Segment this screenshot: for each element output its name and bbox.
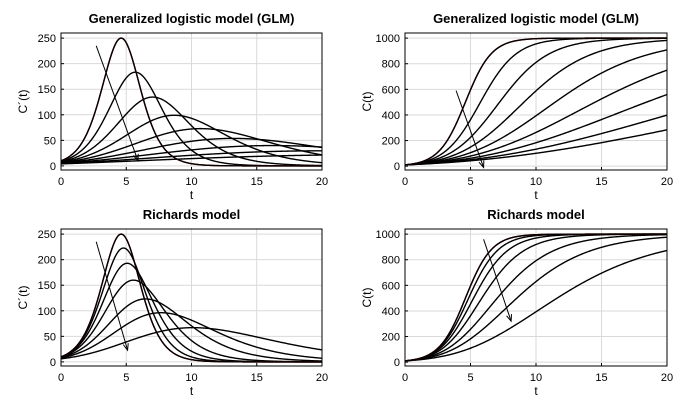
y-tick-label: 1000 [376, 229, 400, 241]
y-tick-label: 0 [394, 161, 400, 173]
trend-arrow-head [478, 160, 485, 169]
x-axis-label: t [190, 188, 194, 202]
y-axis-label: C(t) [360, 92, 374, 112]
y-tick-label: 800 [382, 59, 400, 71]
x-tick-label: 20 [316, 372, 328, 384]
y-tick-label: 200 [382, 136, 400, 148]
series-line [405, 129, 667, 166]
y-tick-label: 100 [38, 306, 56, 318]
x-tick-label: 10 [185, 372, 197, 384]
chart-title: Generalized logistic model (GLM) [433, 11, 639, 26]
y-tick-label: 50 [44, 331, 56, 343]
y-tick-label: 0 [50, 357, 56, 369]
series-line [405, 37, 667, 166]
series-line [61, 298, 322, 362]
y-axis-label: C´(t) [16, 90, 30, 114]
y-axis-label: C´(t) [16, 286, 30, 310]
series-line [405, 233, 667, 362]
series-line [405, 39, 667, 166]
y-tick-label: 400 [382, 110, 400, 122]
series-line [405, 69, 667, 166]
series-line [61, 37, 322, 167]
trend-arrow [95, 45, 139, 161]
x-tick-label: 15 [251, 372, 263, 384]
trend-arrow-head [122, 343, 129, 352]
y-tick-label: 1000 [376, 33, 400, 45]
series-line [405, 236, 667, 362]
x-tick-label: 5 [467, 372, 473, 384]
chart-title: Generalized logistic model (GLM) [89, 11, 295, 26]
series-group [61, 233, 322, 363]
y-tick-label: 250 [38, 229, 56, 241]
series-line [61, 96, 322, 167]
chart-title: Richards model [487, 207, 585, 222]
y-tick-label: 0 [394, 357, 400, 369]
y-tick-label: 200 [38, 255, 56, 267]
y-tick-label: 200 [38, 59, 56, 71]
series-line [405, 37, 667, 166]
series-line [405, 233, 667, 362]
series-line [61, 144, 322, 165]
trend-arrow [95, 241, 129, 351]
series-group [405, 37, 667, 166]
y-tick-label: 150 [38, 280, 56, 292]
x-tick-label: 20 [661, 372, 673, 384]
x-tick-label: 0 [402, 176, 408, 188]
x-tick-label: 0 [58, 176, 64, 188]
x-tick-label: 10 [530, 372, 542, 384]
y-tick-label: 800 [382, 255, 400, 267]
chart-title: Richards model [143, 207, 241, 222]
series-group [61, 37, 322, 167]
x-tick-label: 15 [251, 176, 263, 188]
trend-arrow [455, 90, 485, 168]
x-tick-label: 5 [123, 176, 129, 188]
x-tick-label: 15 [595, 372, 607, 384]
series-line [405, 49, 667, 166]
y-tick-label: 50 [44, 135, 56, 147]
series-group [405, 233, 667, 362]
x-axis-label: t [190, 384, 194, 398]
series-line [61, 326, 322, 360]
x-tick-label: 0 [58, 372, 64, 384]
y-tick-label: 200 [382, 332, 400, 344]
x-axis-label: t [534, 188, 538, 202]
y-tick-label: 600 [382, 280, 400, 292]
series-line [61, 137, 322, 164]
series-line [405, 249, 667, 362]
y-tick-label: 600 [382, 84, 400, 96]
y-tick-label: 250 [38, 33, 56, 45]
series-line [61, 154, 322, 165]
trend-arrow-head [132, 153, 139, 163]
y-tick-label: 400 [382, 306, 400, 318]
trend-arrow-head [506, 314, 513, 323]
series-line [61, 312, 322, 359]
x-tick-label: 20 [316, 176, 328, 188]
trend-arrow [483, 239, 512, 322]
series-line [61, 233, 322, 363]
x-tick-label: 5 [467, 176, 473, 188]
x-tick-label: 15 [595, 176, 607, 188]
y-tick-label: 100 [38, 110, 56, 122]
x-tick-label: 20 [661, 176, 673, 188]
x-axis-label: t [534, 384, 538, 398]
x-tick-label: 10 [530, 176, 542, 188]
y-axis-label: C(t) [360, 288, 374, 308]
x-tick-label: 10 [185, 176, 197, 188]
y-tick-label: 0 [50, 161, 56, 173]
x-tick-label: 0 [402, 372, 408, 384]
x-tick-label: 5 [123, 372, 129, 384]
series-line [61, 150, 322, 165]
y-tick-label: 150 [38, 84, 56, 96]
